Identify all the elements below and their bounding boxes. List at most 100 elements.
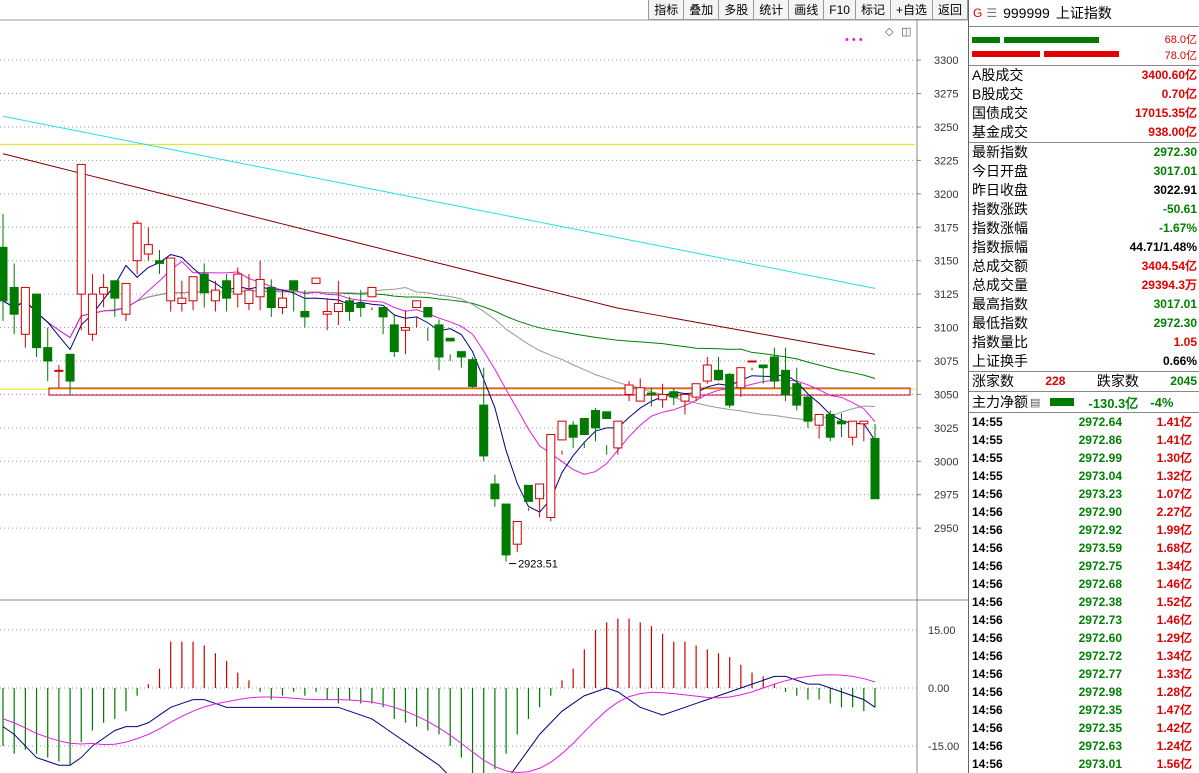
quote-label: 上证换手: [972, 353, 1028, 369]
quote-value: 3022.91: [1153, 183, 1197, 197]
candle-body: [99, 286, 109, 295]
main-flow-row[interactable]: 主力净额 ▤ -130.3亿 -4%: [969, 391, 1199, 413]
quote-summary: 最新指数 2972.30 今日开盘 3017.01 昨日收盘 3022.91 指数涨跌 -50…: [969, 143, 1199, 371]
up-count-label: 涨家数: [972, 373, 1014, 389]
quote-row: 最高指数 3017.01: [969, 295, 1199, 314]
tick-row: 14:56 2972.75 1.34亿: [969, 557, 1199, 575]
candle-body: [557, 420, 567, 441]
tick-price: 2972.99: [1078, 451, 1122, 465]
candle-body: [848, 420, 858, 438]
candle-body: [445, 337, 455, 342]
candle-body: [691, 383, 701, 398]
price-tick-label: 3225: [934, 155, 958, 167]
tick-price: 2972.35: [1078, 721, 1122, 735]
tick-price: 2972.86: [1078, 433, 1122, 447]
tick-time: 14:56: [972, 667, 1003, 681]
tick-amount: 1.42亿: [1156, 721, 1192, 735]
market-value: 938.00亿: [1148, 125, 1197, 139]
toolbar-button[interactable]: 统计: [754, 0, 790, 20]
macd-tick-label: -15.00: [928, 741, 959, 753]
candle-body: [635, 387, 645, 402]
candle-body: [512, 520, 522, 545]
candle-body: [423, 307, 433, 318]
candle-body: [825, 413, 835, 438]
candle-body: [389, 324, 399, 353]
legend-dots: • • •: [845, 34, 863, 46]
quote-row: 指数振幅 44.71/1.48%: [969, 238, 1199, 257]
window-icon[interactable]: ◫: [901, 26, 911, 38]
tick-amount: 1.41亿: [1156, 415, 1192, 429]
candle-body: [579, 417, 589, 436]
red-bar-short: [972, 51, 1040, 57]
tick-time: 14:56: [972, 577, 1003, 591]
toolbar-button[interactable]: 画线: [789, 0, 825, 20]
price-tick-label: 3300: [934, 55, 958, 67]
down-count-label: 跌家数: [1096, 373, 1139, 389]
tick-list[interactable]: 14:55 2972.64 1.41亿 14:55 2972.86 1.41亿 14:55 2…: [969, 413, 1199, 773]
price-tick-label: 3050: [934, 389, 958, 401]
candle-body: [479, 404, 489, 457]
tick-row: 14:56 2972.38 1.52亿: [969, 593, 1199, 611]
market-label: B股成交: [972, 86, 1024, 102]
price-tick-label: 3175: [934, 222, 958, 234]
candle-body: [9, 286, 19, 315]
candle-body: [468, 359, 478, 387]
candle-body: [624, 384, 634, 395]
toolbar-button[interactable]: F10: [824, 0, 856, 20]
candle-body: [367, 286, 377, 298]
candle-body: [781, 369, 791, 395]
candle-body: [222, 280, 232, 299]
quote-value: 3017.01: [1153, 297, 1197, 311]
tick-price: 2972.60: [1078, 631, 1122, 645]
tick-row: 14:56 2972.98 1.28亿: [969, 683, 1199, 701]
price-tick-label: 3200: [934, 189, 958, 201]
toolbar-button[interactable]: 指标: [649, 0, 685, 20]
tick-row: 14:56 2973.23 1.07亿: [969, 485, 1199, 503]
candle-body: [300, 311, 310, 318]
tick-amount: 1.24亿: [1156, 739, 1192, 753]
tick-time: 14:55: [972, 469, 1003, 483]
candle-body: [333, 302, 343, 313]
candle-body: [725, 373, 735, 406]
toolbar-button[interactable]: 多股: [719, 0, 755, 20]
tick-row: 14:56 2972.60 1.29亿: [969, 629, 1199, 647]
tick-time: 14:56: [972, 649, 1003, 663]
candle-body: [155, 260, 165, 264]
group-marker[interactable]: G: [973, 6, 983, 20]
main-flow-pct: -4%: [1150, 394, 1174, 410]
red-bar-long: [1044, 51, 1119, 57]
candle-body: [210, 289, 220, 302]
tick-amount: 1.34亿: [1156, 649, 1192, 663]
toolbar-button[interactable]: 叠加: [684, 0, 720, 20]
kline-chart-area[interactable]: 3300 3275 3250 3225 3200 3175 3150 3125 3100 3075…: [0, 0, 968, 773]
candle-body: [456, 351, 466, 358]
market-value: 17015.35亿: [1134, 106, 1197, 120]
toolbar-button[interactable]: +自选: [890, 0, 933, 20]
toolbar-button[interactable]: 标记: [855, 0, 891, 20]
quote-label: 指数涨跌: [972, 201, 1028, 217]
quote-value: 3017.01: [1153, 164, 1197, 178]
price-tick-label: 3150: [934, 256, 958, 268]
tick-row: 14:56 2973.59 1.68亿: [969, 539, 1199, 557]
price-tick-label: 3250: [934, 122, 958, 134]
kline-chart[interactable]: 3300 3275 3250 3225 3200 3175 3150 3125 3100 3075…: [0, 0, 968, 773]
quote-value: -1.67%: [1158, 221, 1197, 235]
list-icon[interactable]: ▤: [1030, 396, 1041, 409]
tick-row: 14:56 2973.01 1.56亿: [969, 755, 1199, 773]
tick-price: 2972.35: [1078, 703, 1122, 717]
candle-body: [758, 364, 768, 369]
quote-value: 44.71/1.48%: [1129, 240, 1197, 254]
diamond-icon[interactable]: ◇: [885, 26, 894, 38]
candle-body: [289, 280, 299, 291]
tick-time: 14:56: [972, 613, 1003, 627]
menu-icon[interactable]: ☰: [986, 6, 998, 20]
candle-body: [166, 257, 176, 302]
price-tick-label: 3275: [934, 89, 958, 101]
tick-time: 14:55: [972, 451, 1003, 465]
tick-price: 2972.64: [1078, 415, 1122, 429]
tick-amount: 1.34亿: [1156, 559, 1192, 573]
toolbar-button[interactable]: 返回: [932, 0, 968, 20]
candle-body: [43, 347, 53, 362]
market-row: 国债成交 17015.35亿: [969, 104, 1199, 123]
quote-row: 指数量比 1.05: [969, 333, 1199, 352]
